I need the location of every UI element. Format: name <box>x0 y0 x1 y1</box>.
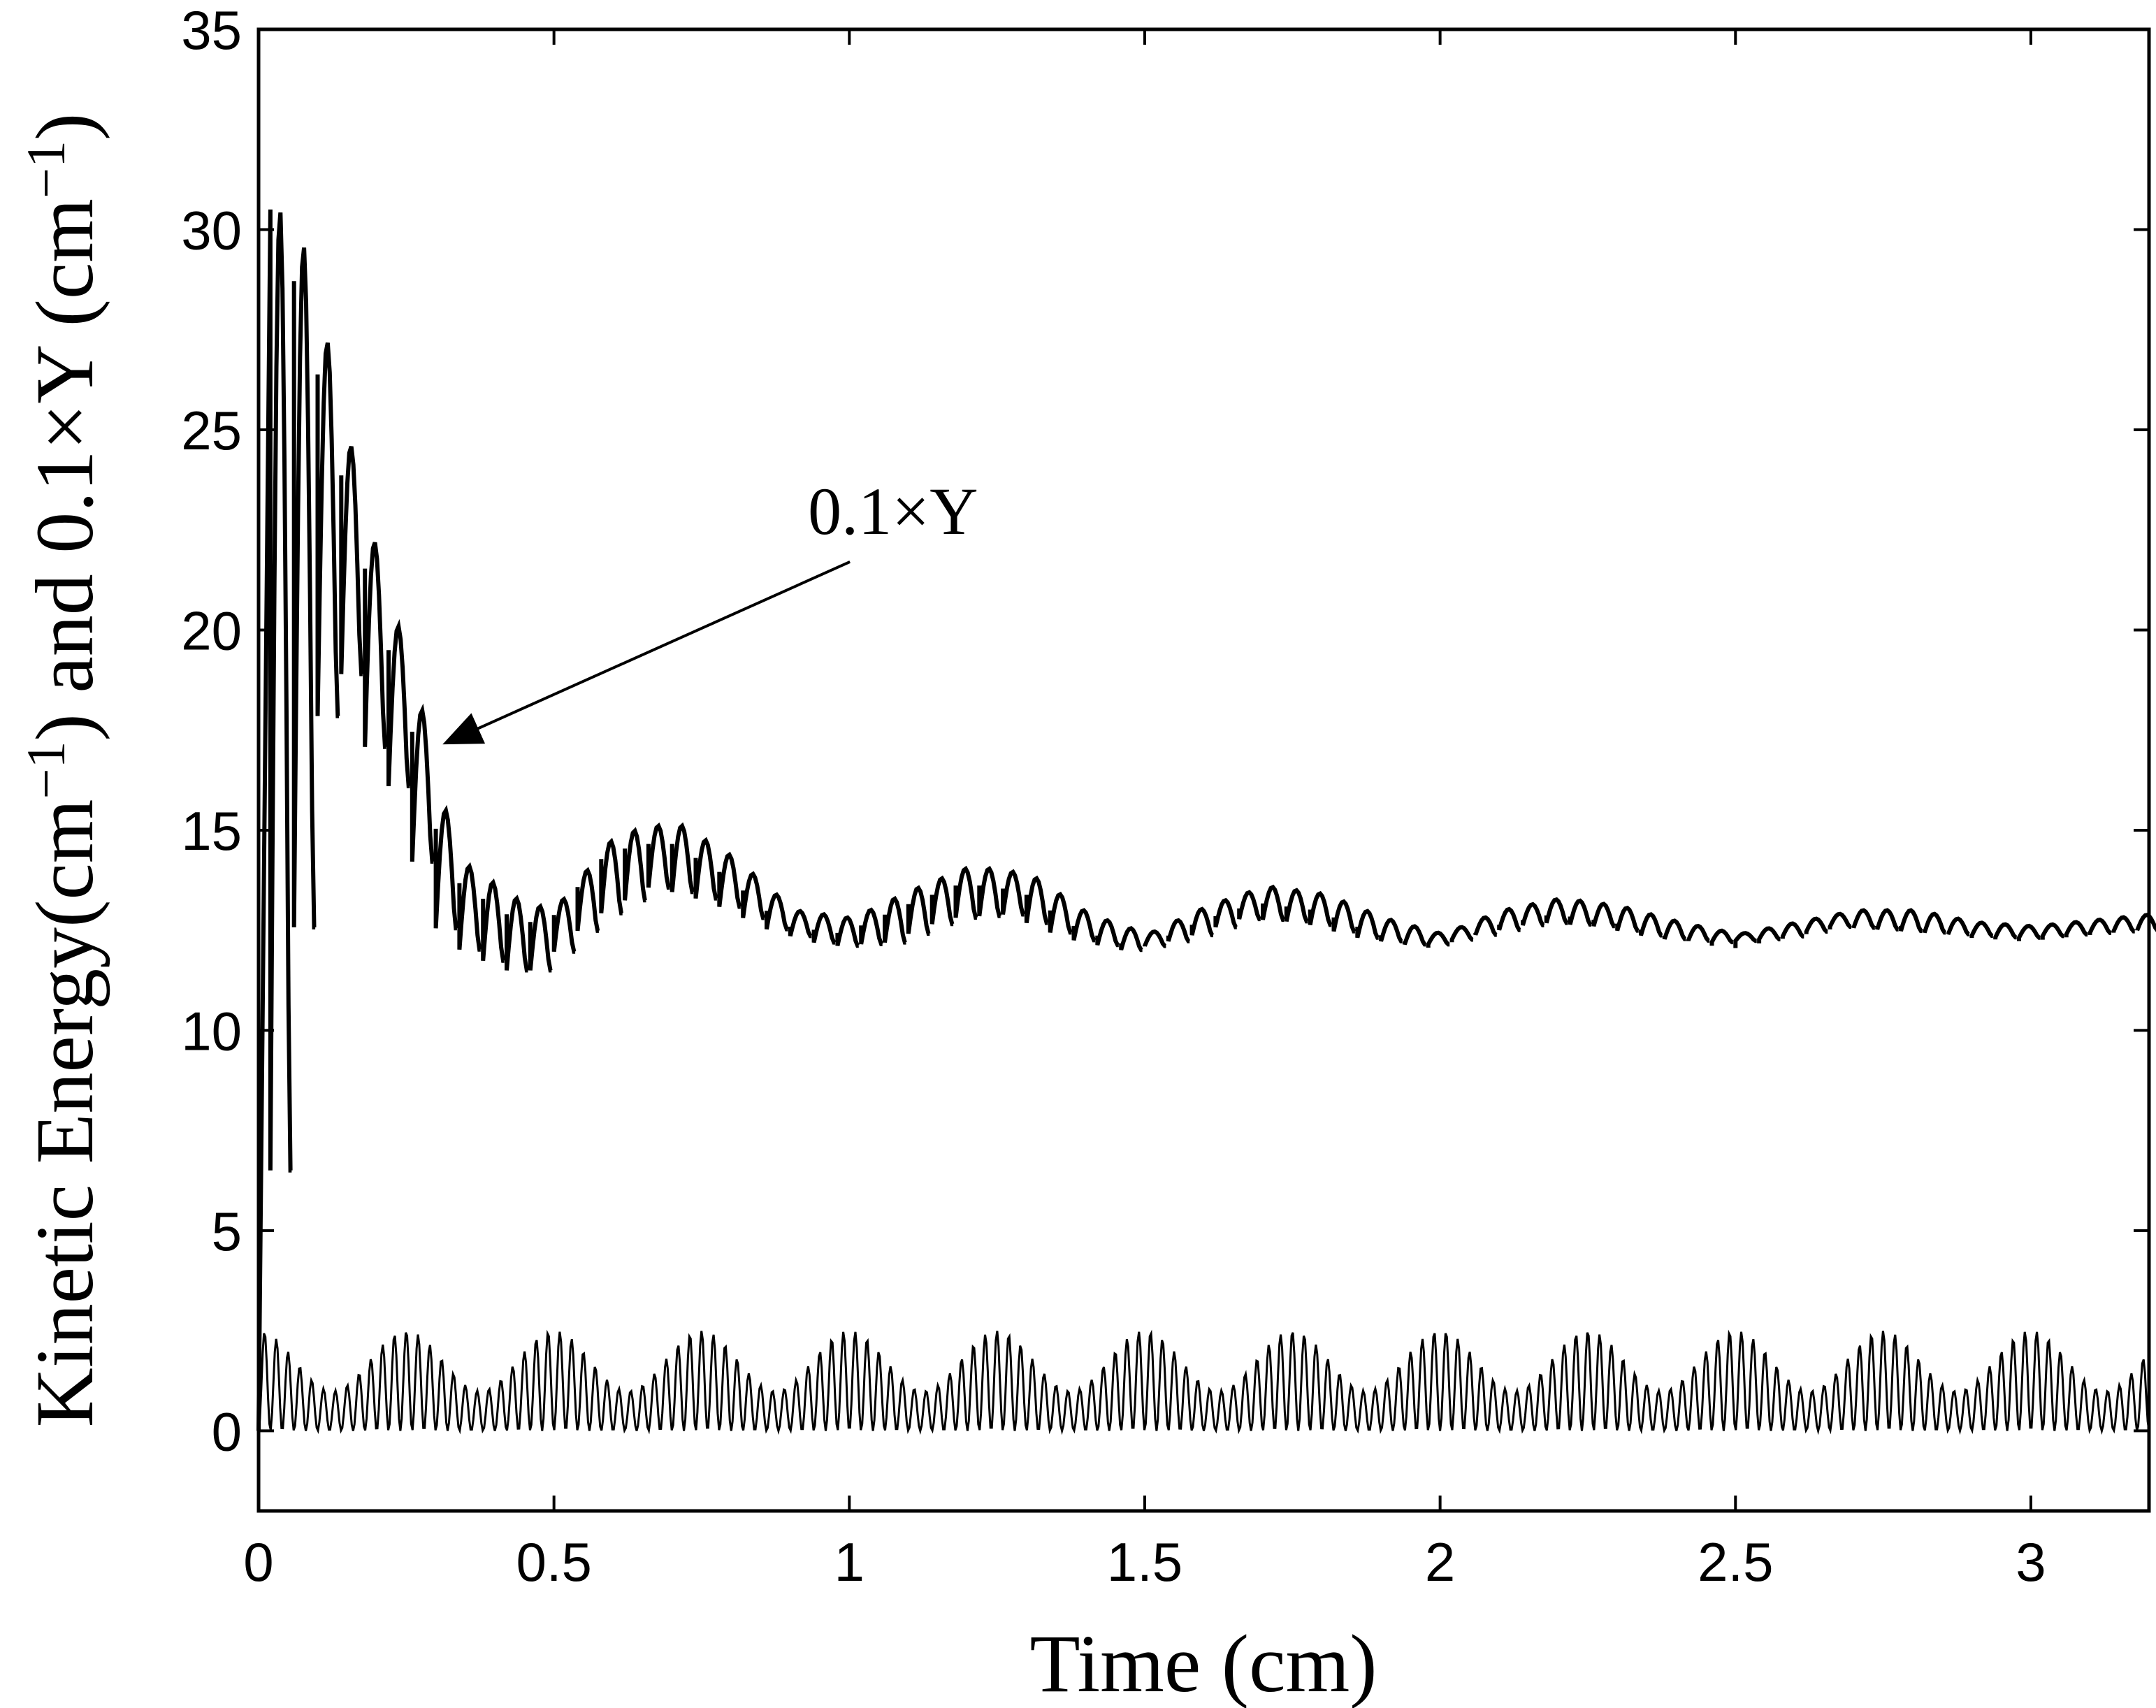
x-tick-label: 0 <box>243 1531 273 1593</box>
series-scaled-y-line <box>259 210 2156 1431</box>
annotation-arrow <box>442 560 851 745</box>
series-layer <box>259 210 2156 1431</box>
annotation-layer: 0.1×Y <box>442 474 978 745</box>
x-tick-label: 2.5 <box>1698 1531 1773 1593</box>
x-axis-ticks: 0 0.5 1 1.5 2 2.5 3 <box>243 29 2046 1593</box>
annotation-label: 0.1×Y <box>808 474 978 549</box>
y-axis-label-mid: ) and 0.1×Y (cm <box>19 198 110 741</box>
x-tick-label: 1.5 <box>1107 1531 1182 1593</box>
y-axis-label-base: Kinetic Energy(cm <box>19 799 110 1427</box>
y-tick-label: 20 <box>181 600 242 661</box>
series-kinetic-energy-line <box>257 1329 2150 1435</box>
x-tick-label: 0.5 <box>516 1531 591 1593</box>
x-axis-label: Time (cm) <box>1029 1618 1377 1708</box>
y-tick-label: 30 <box>181 199 242 261</box>
y-axis-label-sup-1: −1 <box>15 741 76 799</box>
y-tick-label: 10 <box>181 1000 242 1062</box>
y-axis-label-sup-2: −1 <box>15 140 76 198</box>
x-tick-label: 3 <box>2016 1531 2046 1593</box>
y-tick-label: 25 <box>181 400 242 461</box>
y-tick-label: 0 <box>212 1401 242 1462</box>
x-tick-label: 2 <box>1425 1531 1455 1593</box>
plot-area-frame <box>256 27 2151 1513</box>
x-tick-label: 1 <box>834 1531 864 1593</box>
y-axis-label-end: ) <box>19 113 110 140</box>
y-axis-ticks: 0 5 10 15 20 25 30 35 <box>181 0 2149 1462</box>
y-axis-label: Kinetic Energy(cm−1) and 0.1×Y (cm−1) <box>15 113 110 1428</box>
y-tick-label: 35 <box>181 0 242 61</box>
y-tick-label: 5 <box>212 1201 242 1262</box>
y-tick-label: 15 <box>181 800 242 862</box>
